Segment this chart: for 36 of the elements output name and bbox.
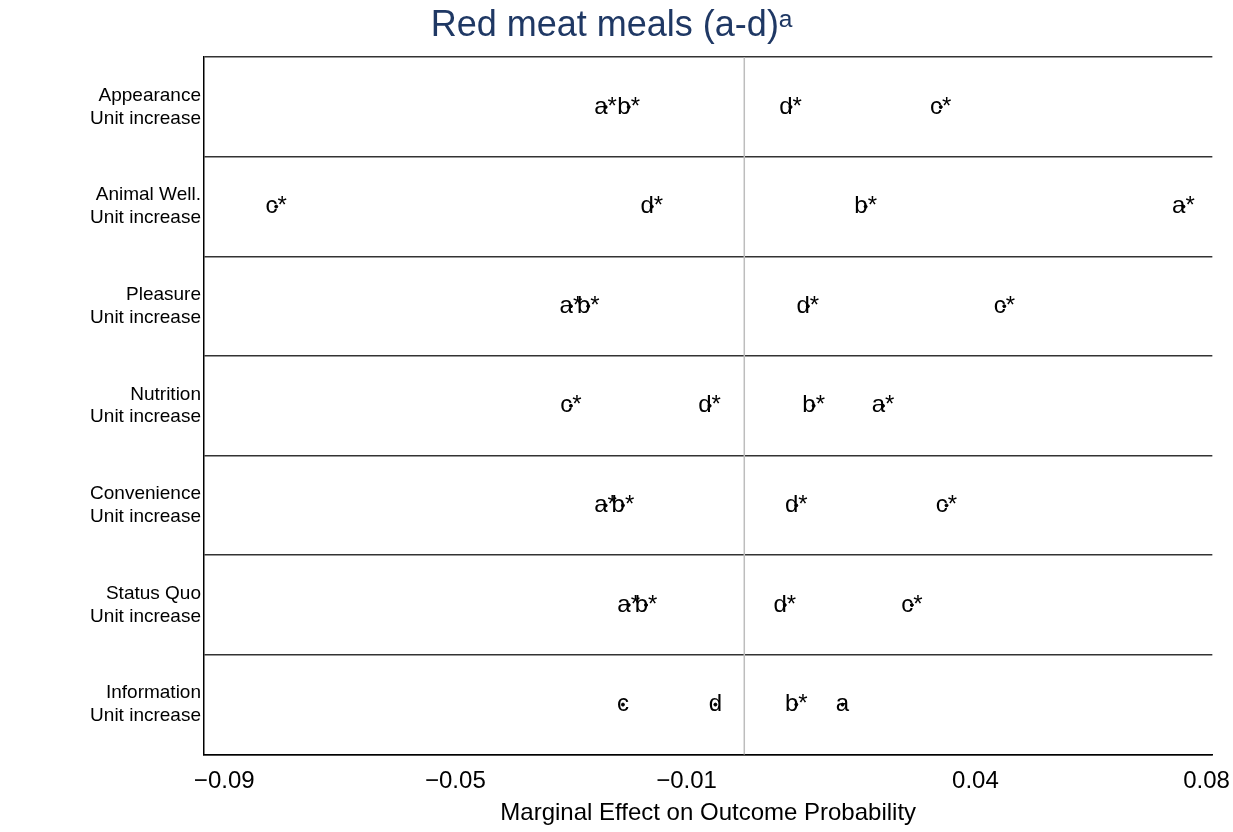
data-label: c*: [901, 589, 923, 617]
data-label: a: [835, 689, 850, 717]
data-label: d*: [779, 91, 802, 119]
data-label: c*: [993, 290, 1015, 318]
data-label: b*: [854, 191, 877, 219]
data-label: c*: [930, 91, 952, 119]
y-tick-label: Pleasure Unit increase: [90, 283, 201, 327]
data-label: b*: [617, 91, 641, 119]
data-label: c: [616, 689, 629, 717]
chart-title: Red meat meals (a-d)ᵃ: [430, 2, 793, 44]
data-label: a*: [594, 91, 617, 119]
y-tick-label: Convenience Unit increase: [90, 482, 201, 527]
y-tick-label: Status Quo Unit increase: [90, 581, 201, 626]
x-tick-label: −0.09: [193, 766, 255, 794]
data-label: b*: [784, 689, 808, 717]
data-label: d*: [796, 290, 820, 318]
data-label: d: [708, 689, 723, 717]
y-tick-label: Appearance Unit increase: [90, 83, 201, 128]
y-tick-label: Information Unit increase: [90, 681, 201, 726]
y-tick-label: Animal Well. Unit increase: [90, 183, 201, 228]
x-tick-label: −0.05: [425, 766, 486, 794]
data-label: d*: [698, 390, 721, 418]
y-tick-label: Nutrition Unit increase: [90, 382, 201, 427]
data-label: c*: [935, 490, 958, 518]
data-label: a*: [871, 390, 895, 418]
x-tick-label: 0.04: [952, 766, 999, 794]
data-label: d*: [773, 589, 797, 617]
data-label: d*: [784, 490, 808, 518]
data-label: b*: [802, 390, 825, 418]
data-label: c*: [265, 191, 287, 219]
x-axis-title: Marginal Effect on Outcome Probability: [500, 798, 917, 826]
data-label: a*: [1172, 191, 1195, 219]
data-label: d*: [640, 191, 664, 219]
x-tick-label: 0.08: [1183, 766, 1230, 794]
data-label: c*: [560, 390, 582, 418]
x-tick-label: −0.01: [656, 766, 717, 794]
